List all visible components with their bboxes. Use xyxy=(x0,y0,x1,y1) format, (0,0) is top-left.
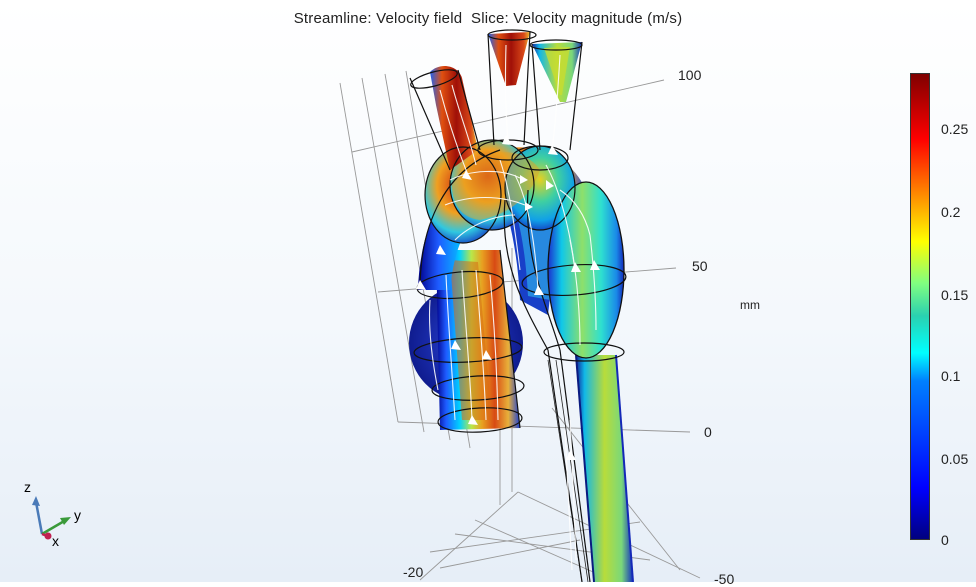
triad-x-label: x xyxy=(52,533,59,549)
colorbar-tick-label: 0.25 xyxy=(941,121,969,137)
colorbar-tick-label: 0.1 xyxy=(941,368,961,384)
x-tick-label: -50 xyxy=(714,571,735,587)
colorbar-tick-label: 0.15 xyxy=(941,287,969,303)
colorbar-tick-label: 0 xyxy=(941,532,949,548)
colorbar-tick-label: 0.2 xyxy=(941,204,961,220)
streamline-arrows xyxy=(416,135,600,460)
triad-z-label: z xyxy=(24,479,31,495)
color-legend-bar xyxy=(910,73,930,540)
z-tick-label: 50 xyxy=(692,258,708,274)
triad-y-label: y xyxy=(74,507,81,523)
z-tick-label: 0 xyxy=(704,424,712,440)
plot-title: Streamline: Velocity field Slice: Veloci… xyxy=(293,10,683,27)
z-tick-label: 100 xyxy=(678,67,702,83)
streamlines xyxy=(428,44,597,571)
vessel-geometry xyxy=(409,32,634,582)
colorbar-tick-label: 0.05 xyxy=(941,451,969,467)
axis-triad-icon: z y x xyxy=(24,479,81,549)
axis-unit-label: mm xyxy=(740,298,760,312)
y-tick-label: -20 xyxy=(403,564,424,580)
boundary-wireframe xyxy=(409,29,627,582)
